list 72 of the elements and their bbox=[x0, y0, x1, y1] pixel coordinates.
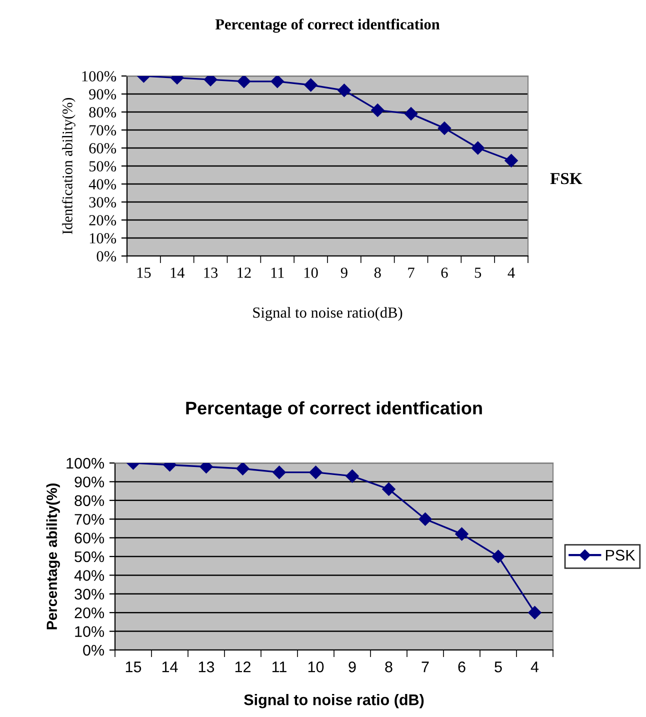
x-tick-label: 12 bbox=[238, 268, 251, 278]
x-axis-title: Signal to noise ratio(dB) bbox=[253, 307, 402, 321]
x-axis-title: Signal to noise ratio (dB) bbox=[244, 694, 424, 708]
point bbox=[304, 78, 318, 92]
x-tick-label: 5 bbox=[474, 268, 482, 278]
y-tick-label: 90% bbox=[74, 476, 104, 488]
x-tick-label: 5 bbox=[494, 662, 502, 672]
y-tick-label: 60% bbox=[74, 532, 104, 544]
point bbox=[309, 466, 322, 479]
y-tick-label: 80% bbox=[74, 495, 104, 506]
point bbox=[471, 141, 484, 155]
point bbox=[438, 122, 452, 135]
x-tick-label: 15 bbox=[137, 268, 151, 278]
x-tick-label: 10 bbox=[308, 662, 324, 672]
y-tick-label: 30% bbox=[74, 588, 104, 600]
point bbox=[504, 154, 518, 168]
legend-label: PSK bbox=[606, 550, 636, 561]
y-tick-label: 90% bbox=[89, 89, 116, 100]
x-tick-label: 7 bbox=[422, 662, 429, 672]
x-tick-label: 4 bbox=[530, 662, 539, 672]
y-tick-label: 80% bbox=[89, 107, 116, 118]
y-tick-label: 10% bbox=[90, 233, 116, 244]
point bbox=[371, 104, 384, 117]
y-tick-label: 50% bbox=[89, 161, 116, 172]
y-tick-label: 100% bbox=[82, 71, 116, 82]
x-tick-label: 6 bbox=[458, 662, 466, 672]
point bbox=[492, 550, 505, 564]
y-tick-label: 60% bbox=[89, 143, 116, 154]
point bbox=[237, 76, 251, 88]
x-tick-label: 9 bbox=[348, 662, 356, 672]
x-tick-label: 8 bbox=[385, 662, 392, 672]
x-tick-label: 14 bbox=[170, 268, 185, 278]
x-tick-label: 11 bbox=[272, 662, 286, 672]
y-axis-title: Identfication ability(%) bbox=[62, 98, 76, 234]
x-tick-label: 12 bbox=[235, 662, 250, 672]
point bbox=[272, 466, 286, 479]
x-tick-label: 4 bbox=[508, 268, 515, 278]
y-tick-label: 70% bbox=[90, 125, 116, 136]
x-tick-label: 10 bbox=[304, 268, 318, 278]
x-tick-label: 11 bbox=[271, 268, 284, 278]
y-tick-label: 40% bbox=[74, 570, 104, 581]
point bbox=[404, 107, 418, 120]
point bbox=[270, 76, 284, 88]
point bbox=[382, 482, 396, 496]
y-tick-label: 30% bbox=[89, 197, 116, 208]
point bbox=[338, 84, 351, 97]
y-tick-label: 20% bbox=[89, 215, 116, 226]
point bbox=[418, 512, 432, 526]
x-tick-label: 9 bbox=[340, 268, 348, 278]
x-tick-label: 13 bbox=[198, 662, 214, 672]
y-tick-label: 0% bbox=[83, 644, 104, 656]
chart-title: Percentage of correct identfication bbox=[215, 18, 440, 33]
y-tick-label: 100% bbox=[66, 458, 104, 469]
x-tick-label: 15 bbox=[126, 662, 142, 672]
x-tick-label: 13 bbox=[204, 268, 218, 278]
y-tick-label: 70% bbox=[74, 514, 104, 525]
y-tick-label: 50% bbox=[74, 551, 104, 562]
x-tick-label: 14 bbox=[162, 662, 178, 672]
y-tick-label: 0% bbox=[96, 251, 116, 262]
point bbox=[528, 606, 542, 620]
point bbox=[236, 463, 250, 476]
y-tick-label: 40% bbox=[88, 179, 116, 190]
x-tick-label: 8 bbox=[374, 268, 381, 278]
x-tick-label: 6 bbox=[441, 268, 448, 278]
text: FSK bbox=[550, 172, 582, 184]
point bbox=[346, 470, 359, 483]
y-tick-label: 10% bbox=[75, 626, 104, 637]
y-axis-title: Percentage ability(%) bbox=[46, 483, 60, 630]
y-tick-label: 20% bbox=[74, 607, 104, 618]
chart-title: Percentage of correct identfication bbox=[186, 401, 482, 418]
x-tick-label: 7 bbox=[408, 268, 414, 278]
point bbox=[455, 527, 468, 541]
